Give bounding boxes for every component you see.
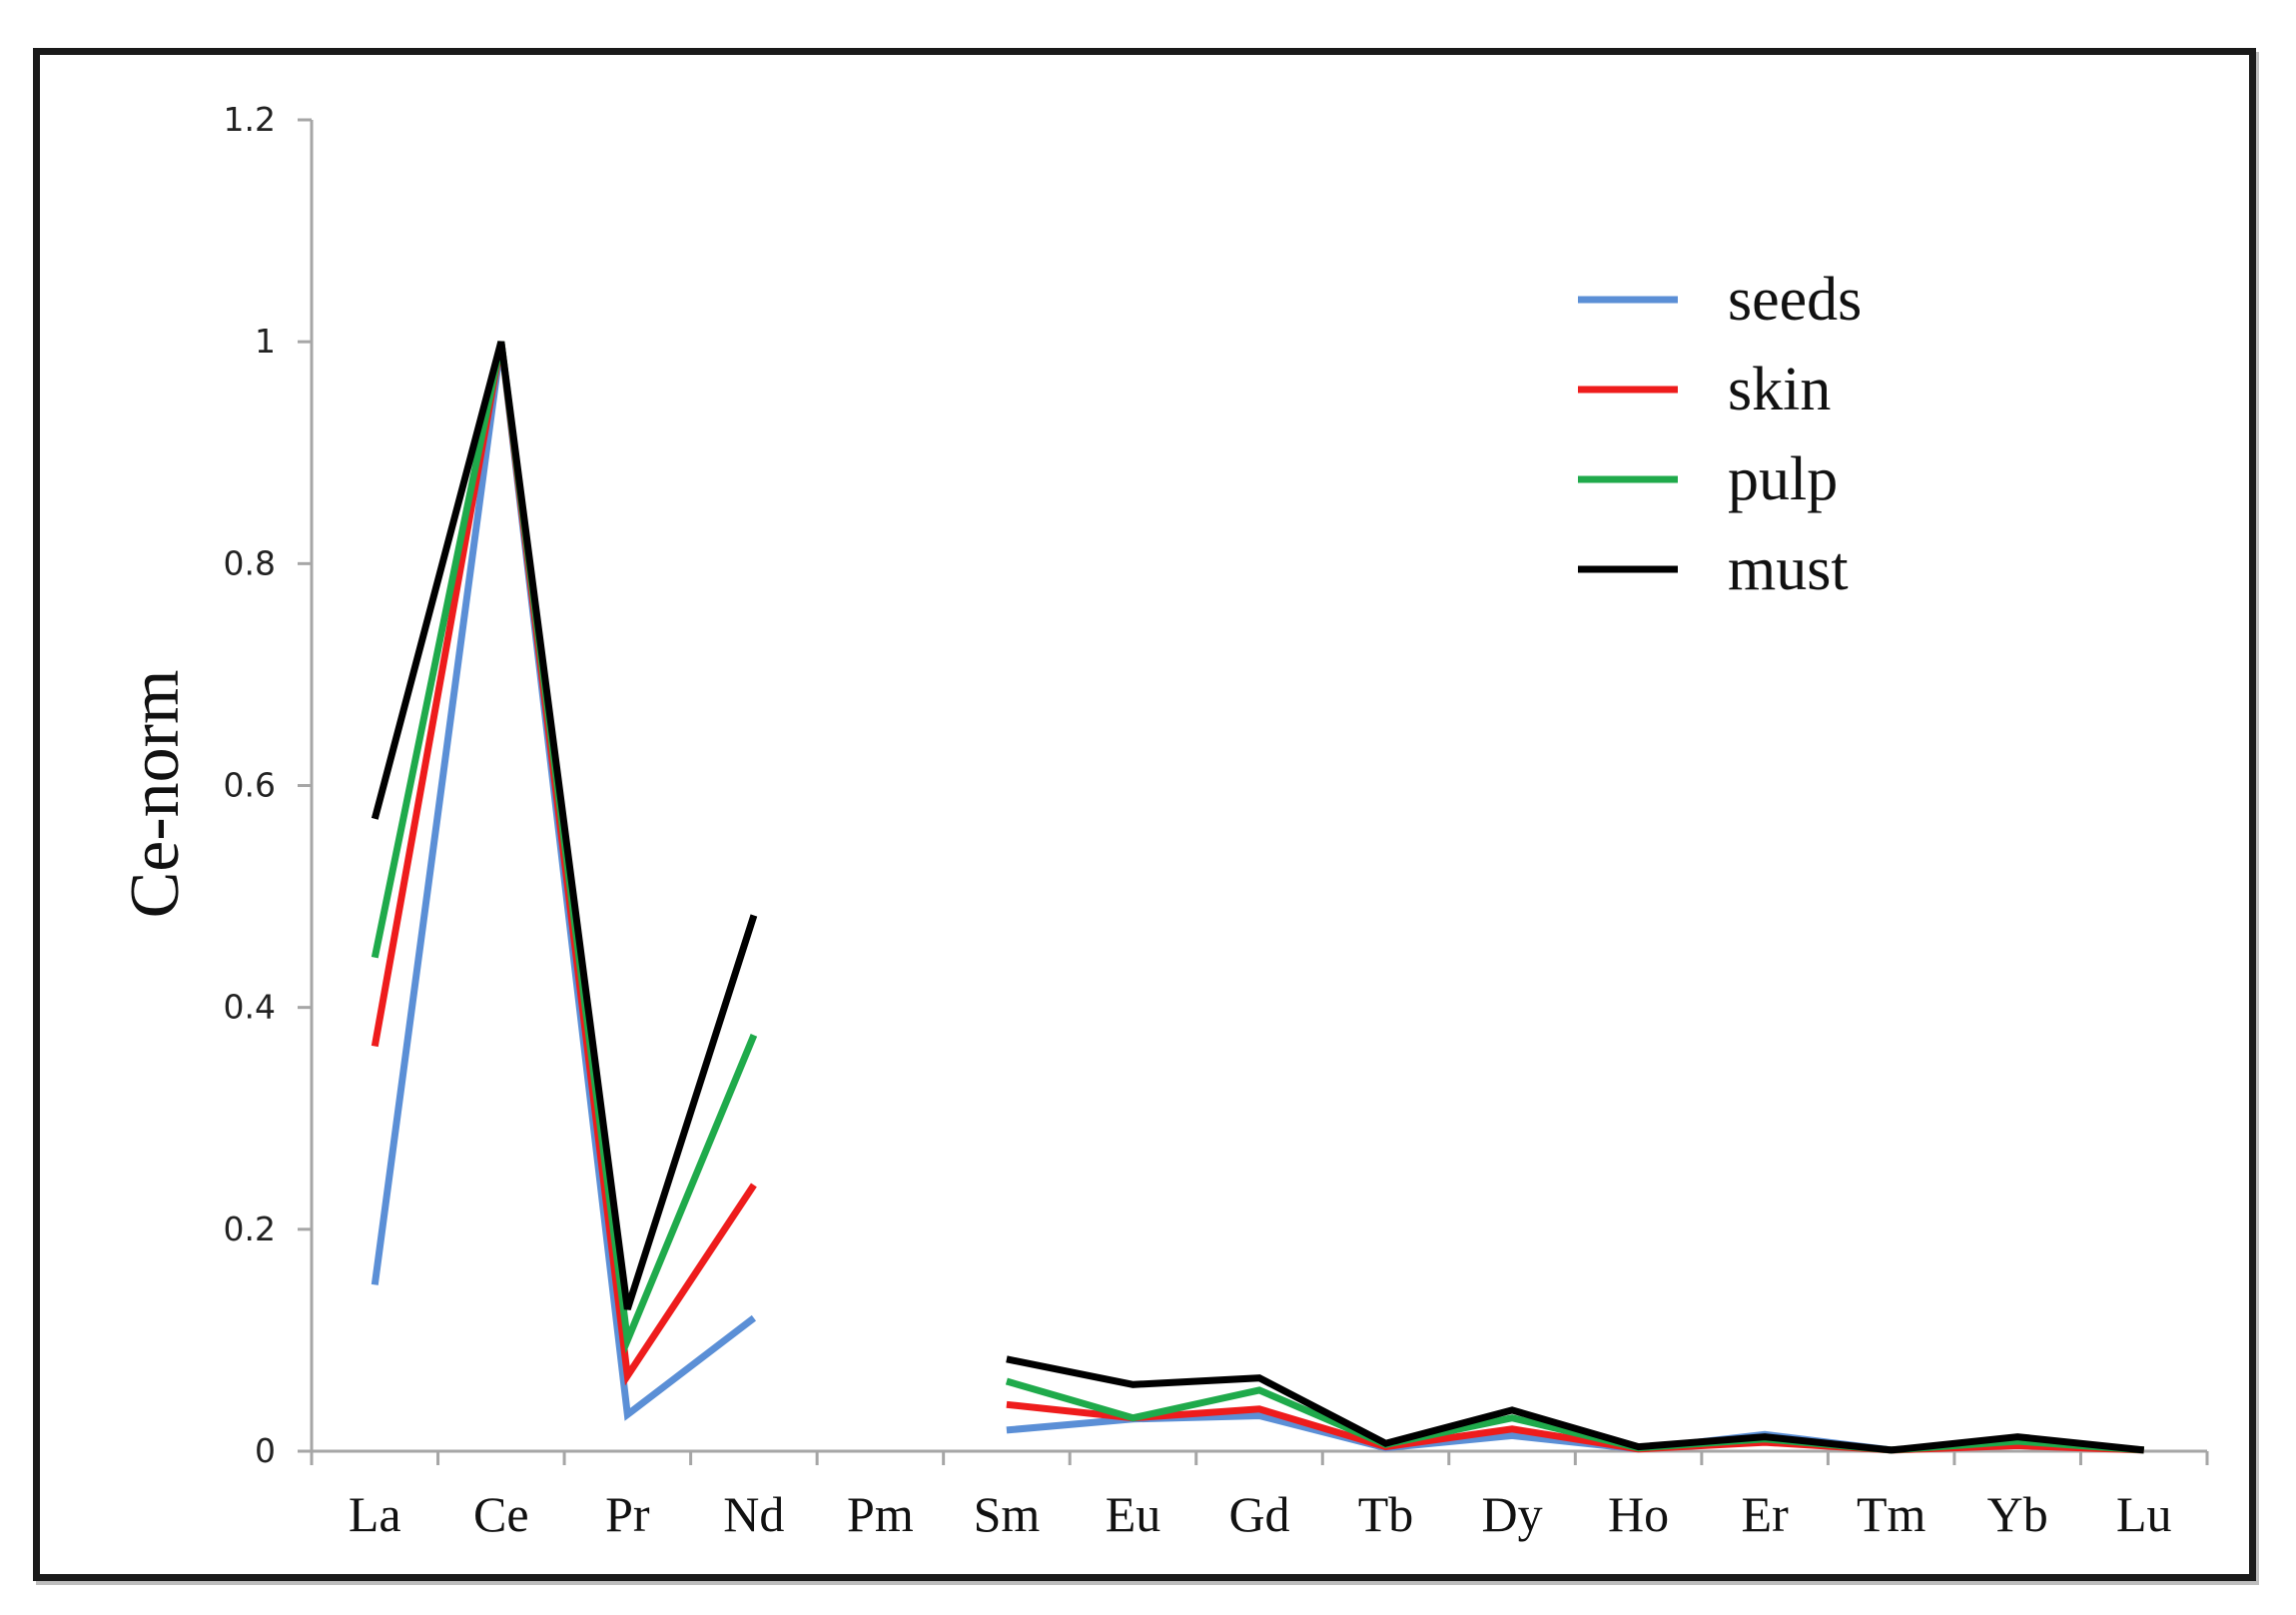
x-tick-label: Sm [974,1486,1041,1542]
x-tick-label: Lu [2116,1486,2172,1542]
y-tick-label: 0.8 [224,543,276,582]
y-axis: 0 0.2 0.4 0.6 0.8 1 1.2 [224,100,314,1470]
y-tick-label: 1.2 [224,100,276,139]
x-tick-label: Er [1742,1486,1790,1542]
x-tick-label: Nd [723,1486,784,1542]
x-tick-label: Tm [1857,1486,1926,1542]
series-line-must-segment-1 [371,341,758,1310]
legend-label-seeds: seeds [1728,266,1862,334]
y-axis-title: Ce-norm [117,670,194,919]
y-tick-label: 0 [255,1431,276,1470]
legend-label-skin: skin [1728,356,1831,423]
x-tick-label: Gd [1228,1486,1289,1542]
series-lines [371,341,2145,1454]
x-tick-label: Dy [1482,1486,1543,1542]
x-tick-label: Pr [605,1486,650,1542]
x-tick-label: Ce [473,1486,529,1542]
y-tick-label: 0.2 [224,1210,276,1248]
y-tick-label: 0.6 [224,766,276,805]
x-tick-label: Tb [1358,1486,1414,1542]
x-tick-label: Ho [1608,1486,1669,1542]
x-tick-label: Eu [1106,1486,1161,1542]
legend-label-pulp: pulp [1728,445,1838,513]
x-tick-label: Pm [847,1486,914,1542]
chart-svg: 0 0.2 0.4 0.6 0.8 1 1.2 La Ce Pr Nd Pm Sm Eu Gd Tb Dy Ho… [117,100,2209,1542]
x-axis: La Ce Pr Nd Pm Sm Eu Gd Tb Dy Ho Er Tm Yb Lu [310,1449,2209,1542]
x-tick-label: La [349,1486,401,1542]
chart-frame: 0 0.2 0.4 0.6 0.8 1 1.2 La Ce Pr Nd Pm Sm Eu Gd Tb Dy Ho… [33,48,2256,1581]
y-tick-label: 1 [255,322,276,361]
x-tick-label: Yb [1987,1486,2048,1542]
y-tick-label: 0.4 [224,988,276,1027]
legend-label-must: must [1728,535,1849,603]
legend: seeds skin pulp must [1578,266,1862,603]
series-line-must-segment-2 [1006,1355,2145,1454]
